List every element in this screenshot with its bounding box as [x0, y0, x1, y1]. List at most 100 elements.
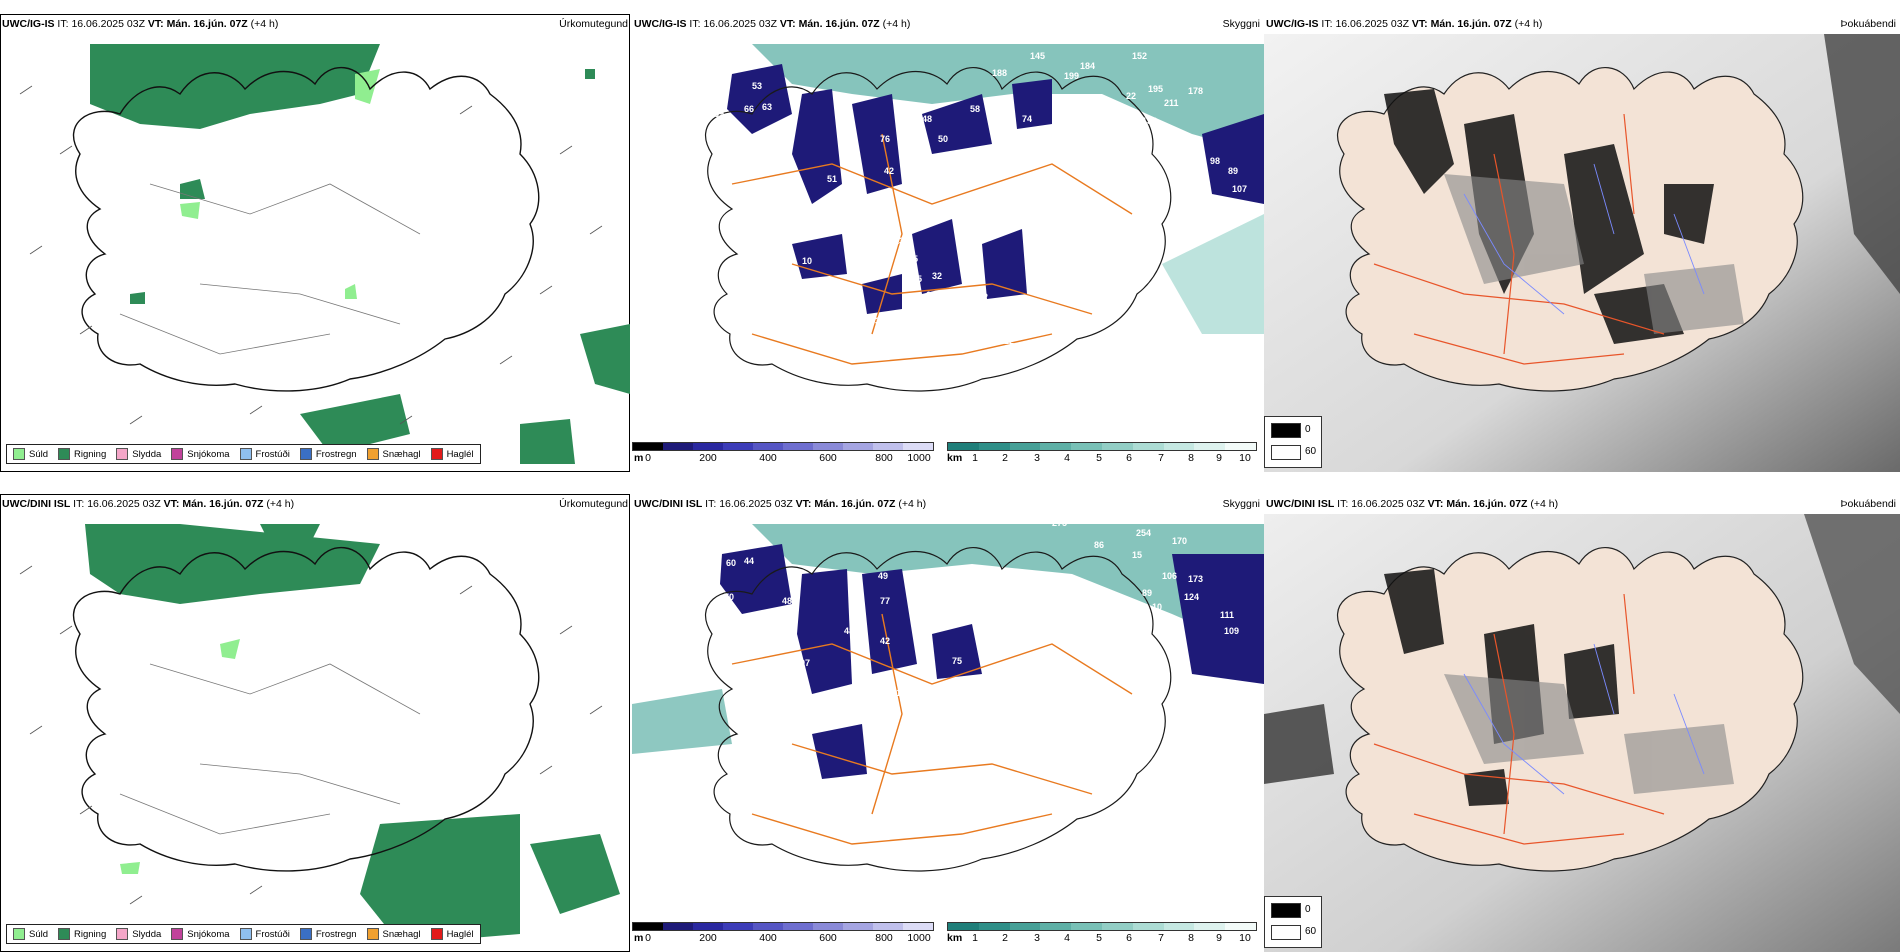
cloudbase-colorbar: m 0 200 400 600 800 1000 — [632, 922, 934, 948]
panel-header: UWC/DINI ISL IT: 16.06.2025 03Z VT: Mán.… — [2, 498, 628, 510]
svg-text:25: 25 — [1110, 606, 1120, 616]
visibility-colorbar: km 1 2 3 4 5 6 7 8 9 10 — [947, 922, 1257, 948]
svg-text:65: 65 — [708, 576, 718, 586]
precip-map[interactable] — [0, 514, 632, 952]
svg-text:128: 128 — [896, 688, 911, 698]
svg-text:70: 70 — [1042, 686, 1052, 696]
panel-header: UWC/DINI ISL IT: 16.06.2025 03Z VT: Mán.… — [634, 498, 1260, 510]
svg-text:12: 12 — [1004, 336, 1014, 346]
svg-text:74: 74 — [1022, 114, 1032, 124]
svg-text:124: 124 — [1184, 592, 1199, 602]
svg-text:47: 47 — [792, 194, 802, 204]
svg-text:173: 173 — [1188, 574, 1203, 584]
svg-text:77: 77 — [880, 596, 890, 606]
panel-title: Úrkomutegund — [559, 18, 628, 30]
cloudbase-colorbar: m 0 200 400 600 800 1000 — [632, 442, 934, 468]
svg-text:48: 48 — [782, 596, 792, 606]
svg-text:89: 89 — [1228, 166, 1238, 176]
row-ig-is: UWC/IG-IS IT: 16.06.2025 03Z VT: Mán. 16… — [0, 12, 1900, 472]
svg-text:98: 98 — [1210, 156, 1220, 166]
panel-header: UWC/DINI ISL IT: 16.06.2025 03Z VT: Mán.… — [1266, 498, 1896, 510]
fog-legend: 0 60 — [1264, 416, 1322, 468]
visibility-panel: UWC/IG-IS IT: 16.06.2025 03Z VT: Mán. 16… — [632, 12, 1264, 472]
fog-map[interactable] — [1264, 34, 1900, 472]
visibility-panel: UWC/DINI ISL IT: 16.06.2025 03Z VT: Mán.… — [632, 492, 1264, 952]
svg-text:10: 10 — [1152, 602, 1162, 612]
svg-text:61: 61 — [806, 226, 816, 236]
svg-text:48: 48 — [922, 114, 932, 124]
svg-text:75: 75 — [952, 656, 962, 666]
svg-text:184: 184 — [1080, 61, 1095, 71]
svg-text:64: 64 — [926, 290, 936, 300]
fog-legend: 0 60 — [1264, 896, 1322, 948]
svg-text:52: 52 — [792, 178, 802, 188]
svg-text:93: 93 — [940, 816, 950, 826]
svg-text:188: 188 — [992, 68, 1007, 78]
svg-text:70: 70 — [922, 736, 932, 746]
svg-text:51: 51 — [827, 174, 837, 184]
svg-text:214: 214 — [880, 224, 895, 234]
svg-text:22: 22 — [1126, 91, 1136, 101]
svg-text:60: 60 — [726, 558, 736, 568]
svg-text:65: 65 — [1004, 726, 1014, 736]
svg-text:50: 50 — [938, 134, 948, 144]
svg-text:89: 89 — [1142, 588, 1152, 598]
svg-text:119: 119 — [904, 366, 919, 376]
svg-text:254: 254 — [1136, 528, 1151, 538]
precip-type-panel: UWC/IG-IS IT: 16.06.2025 03Z VT: Mán. 16… — [0, 12, 632, 472]
panel-header: UWC/IG-IS IT: 16.06.2025 03Z VT: Mán. 16… — [1266, 18, 1896, 30]
svg-text:35: 35 — [912, 274, 922, 284]
visibility-map[interactable]: 69 60 44 65 70 48 77 63 75 49 56 97 48 4… — [632, 514, 1264, 952]
svg-text:195: 195 — [1148, 84, 1163, 94]
precip-legend: Súld Rigning Slydda Snjókoma Frostúði Fr… — [6, 924, 481, 944]
svg-text:97: 97 — [1040, 592, 1050, 602]
svg-text:50: 50 — [1052, 746, 1062, 756]
svg-text:63: 63 — [938, 574, 948, 584]
svg-text:170: 170 — [1172, 536, 1187, 546]
svg-text:69: 69 — [846, 294, 856, 304]
svg-text:59: 59 — [1042, 228, 1052, 238]
svg-text:48: 48 — [844, 626, 854, 636]
svg-text:62: 62 — [978, 292, 988, 302]
panel-title: Úrkomutegund — [559, 498, 628, 510]
svg-text:10: 10 — [802, 256, 812, 266]
svg-text:66: 66 — [744, 104, 754, 114]
panel-title: Skyggni — [1222, 498, 1260, 510]
svg-text:178: 178 — [1188, 86, 1203, 96]
svg-text:107: 107 — [1232, 184, 1247, 194]
panel-title: Þokuábendi — [1840, 498, 1896, 510]
visibility-colorbar: km 1 2 3 4 5 6 7 8 9 10 — [947, 442, 1257, 468]
svg-text:56: 56 — [762, 676, 772, 686]
svg-text:74: 74 — [850, 312, 860, 322]
svg-text:106: 106 — [1162, 571, 1177, 581]
svg-text:42: 42 — [884, 166, 894, 176]
svg-text:58: 58 — [970, 104, 980, 114]
cloudbase-label: 69 — [732, 541, 742, 551]
precip-legend: Súld Rigning Slydda Snjókoma Frostúði Fr… — [6, 444, 481, 464]
svg-text:275: 275 — [1052, 518, 1067, 528]
svg-text:44: 44 — [744, 556, 754, 566]
svg-text:63: 63 — [762, 102, 772, 112]
panel-title: Skyggni — [1222, 18, 1260, 30]
svg-text:70: 70 — [724, 592, 734, 602]
svg-text:109: 109 — [1224, 626, 1239, 636]
svg-text:42: 42 — [880, 636, 890, 646]
row-dini-isl: UWC/DINI ISL IT: 16.06.2025 03Z VT: Mán.… — [0, 492, 1900, 952]
svg-text:69: 69 — [714, 109, 724, 119]
fog-panel: UWC/DINI ISL IT: 16.06.2025 03Z VT: Mán.… — [1264, 492, 1900, 952]
svg-text:98: 98 — [1052, 96, 1062, 106]
svg-text:111: 111 — [1220, 610, 1234, 620]
svg-text:32: 32 — [932, 271, 942, 281]
svg-text:300: 300 — [1112, 108, 1127, 118]
svg-text:138: 138 — [1142, 116, 1157, 126]
svg-text:49: 49 — [782, 636, 792, 646]
precip-map[interactable] — [0, 34, 632, 472]
svg-text:33: 33 — [870, 316, 880, 326]
svg-text:145: 145 — [1030, 51, 1045, 61]
svg-text:199: 199 — [1064, 71, 1079, 81]
fog-panel: UWC/IG-IS IT: 16.06.2025 03Z VT: Mán. 16… — [1264, 12, 1900, 472]
svg-text:211: 211 — [1164, 98, 1179, 108]
visibility-map[interactable]: 53 66 63 69 49 52 47 61 76 42 51 48 50 5… — [632, 34, 1264, 472]
fog-map[interactable] — [1264, 514, 1900, 952]
panel-title: Þokuábendi — [1840, 18, 1896, 30]
